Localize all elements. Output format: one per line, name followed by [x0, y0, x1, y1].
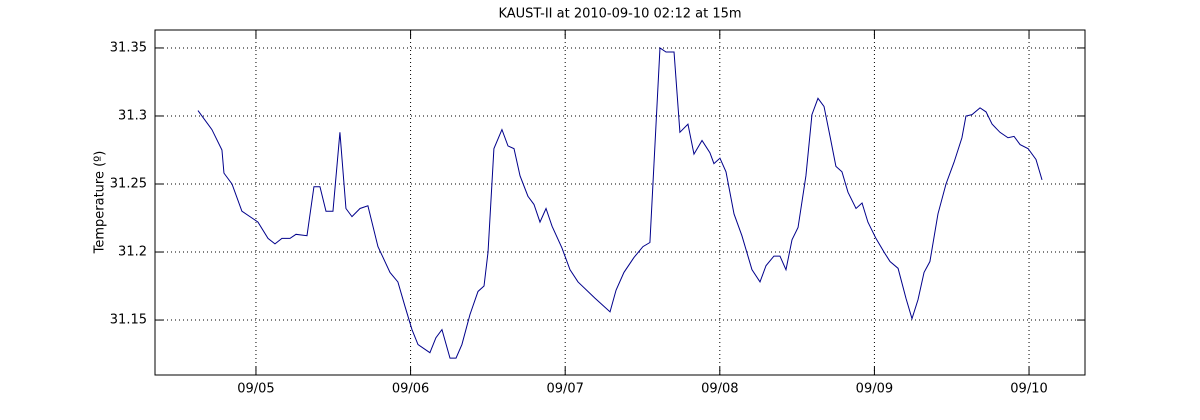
- x-tick-label: 09/10: [1010, 382, 1047, 397]
- y-tick-label: 31.25: [110, 176, 147, 191]
- x-tick-label: 09/05: [237, 382, 274, 397]
- y-tick-label: 31.2: [118, 245, 147, 260]
- y-axis-label: Temperature (º): [93, 151, 108, 255]
- plot-frame: [154, 29, 1086, 376]
- y-tick-label: 31.15: [110, 313, 147, 328]
- y-tick-label: 31.35: [110, 40, 147, 55]
- x-tick-label: 09/06: [392, 382, 429, 397]
- data-line: [197, 47, 1043, 359]
- y-tick-label: 31.3: [118, 108, 147, 123]
- chart-title: KAUST-II at 2010-09-10 02:12 at 15m: [498, 7, 741, 22]
- x-tick-label: 09/09: [856, 382, 893, 397]
- x-tick-label: 09/08: [701, 382, 738, 397]
- x-tick-label: 09/07: [546, 382, 583, 397]
